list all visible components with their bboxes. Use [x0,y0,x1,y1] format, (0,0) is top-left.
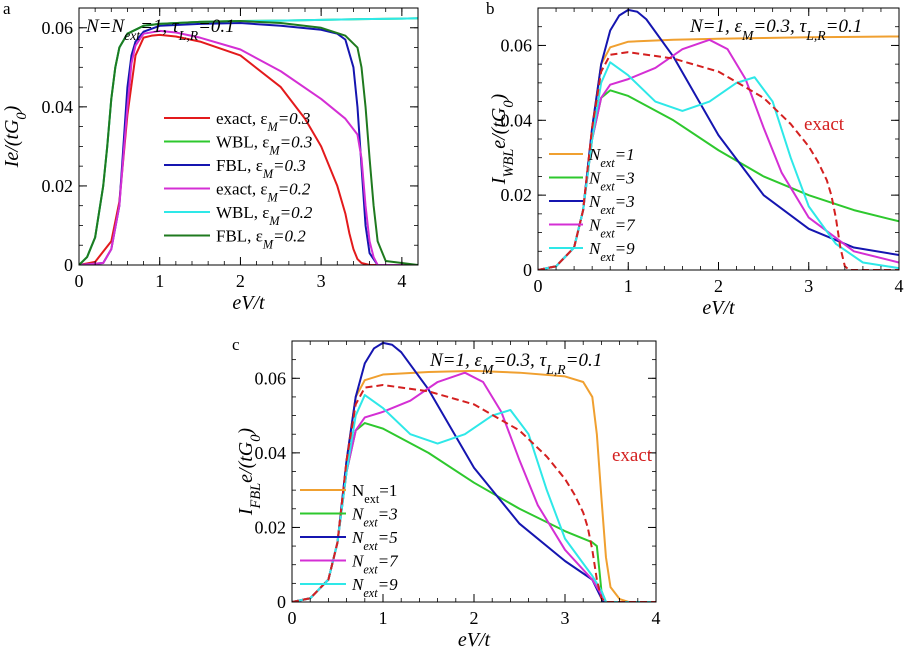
legend-entry: Next=7 [351,552,399,577]
x-tick-label: 1 [379,608,388,628]
panel-c: 0 1 2 3 4 0 0.02 0.04 0.06 eV/t IFBLe/(tG0) c N=1, ε… [232,335,661,651]
y-tick-label: 0.06 [42,18,74,38]
legend-entry: FBL, εM=0.2 [216,227,306,252]
x-tick-label: 2 [236,271,245,291]
y-tick-label: 0.04 [42,97,74,117]
y-tick-label: 0 [523,260,532,280]
y-tick-label: 0.06 [255,368,287,388]
series-line-1 [292,422,656,602]
legend-entry: WBL, εM=0.3 [216,133,312,158]
panel-letter: a [3,0,11,18]
legend-entry: Next=7 [588,216,636,241]
y-tick-label: 0 [277,592,286,612]
legend-entry: Next=9 [588,239,635,264]
x-tick-label: 0 [534,276,543,296]
legend-entry: Next=5 [351,528,398,553]
panel-a: 0 1 2 3 4 0 0.02 0.04 0.06 eV/t Ie/(tG0) a N=Next=1,… [1,0,419,314]
exact-label: exact [804,114,845,135]
y-tick-label: 0.06 [501,35,533,55]
panel-letter: c [232,335,240,354]
x-tick-label: 2 [470,608,479,628]
legend-entry: Next=3 [588,169,635,194]
legend-entry: Next=1 [352,481,397,506]
series-line-5 [538,51,899,270]
x-tick-label: 4 [895,276,904,296]
panel-b: 0 1 2 3 4 0 0.02 0.04 0.06 eV/t IWBLe/(tG0) b N=1, ε… [486,0,904,319]
series-line-5 [79,20,418,265]
x-tick-label: 1 [624,276,633,296]
legend-entry: WBL, εM=0.2 [216,203,313,228]
y-tick-label: 0.04 [255,443,287,463]
x-tick-label: 3 [804,276,813,296]
series-line-3 [79,29,418,265]
plot-area [292,341,656,602]
y-tick-label: 0.04 [501,110,533,130]
y-tick-label: 0 [64,255,73,275]
y-tick-label: 0.02 [255,517,287,537]
y-tick-label: 0.02 [42,176,74,196]
legend-entry: FBL, εM=0.3 [216,156,306,181]
x-tick-label: 0 [288,608,297,628]
x-tick-label: 4 [652,608,661,628]
y-axis-label: IFBLe/(tG0) [235,428,264,517]
x-axis-label: eV/t [702,297,735,319]
x-tick-label: 2 [714,276,723,296]
legend-entry: Next=9 [351,575,398,600]
x-axis-label: eV/t [232,292,265,314]
panel-letter: b [486,0,495,18]
y-axis-label: Ie/(tG0) [1,105,30,168]
y-axis-label: IWBLe/(tG0) [488,93,517,185]
series-line-5 [292,384,656,602]
legend-entry: Next=1 [588,145,635,170]
x-tick-label: 3 [561,608,570,628]
legend-entry: exact, εM=0.2 [216,180,311,205]
plot-frame [78,7,419,266]
parameter-annotation: N=Next=1, τL,R=0.1 [85,16,235,43]
plot-area [79,17,418,265]
x-axis-label: eV/t [458,629,491,651]
parameter-annotation: N=1, εM=0.3, τL,R=0.1 [689,16,862,43]
legend-entry: exact, εM=0.3 [216,109,310,134]
y-tick-label: 0.02 [501,185,533,205]
parameter-annotation: N=1, εM=0.3, τL,R=0.1 [429,350,602,377]
x-tick-label: 3 [317,271,326,291]
exact-label: exact [612,445,653,466]
legend-entry: Next=3 [351,505,398,530]
x-tick-label: 1 [155,271,164,291]
x-tick-label: 4 [397,271,406,291]
x-tick-label: 0 [75,271,84,291]
legend-entry: Next=3 [588,192,635,217]
